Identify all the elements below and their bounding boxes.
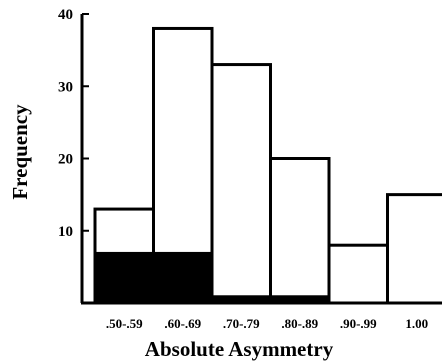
bar-total-5	[386, 193, 442, 305]
y-tick-label-0: 10	[58, 224, 73, 240]
bar-total-3	[269, 157, 331, 305]
bar-total-4	[327, 243, 389, 305]
x-tick-label-3: .80-.89	[281, 316, 318, 331]
x-tick-label-0: .50-.59	[106, 316, 143, 331]
y-ticks-group: 10 20 30 40	[58, 7, 89, 240]
bar-filled-0	[94, 251, 154, 304]
x-tick-label-1: .60-.69	[164, 316, 201, 331]
y-axis-title: Frequency	[8, 104, 32, 200]
x-tick-label-5: 1.00	[405, 316, 428, 331]
filled-bars-group	[94, 251, 330, 304]
bar-total-2	[210, 63, 272, 305]
x-tick-label-4: .90-.99	[340, 316, 377, 331]
y-tick-label-3: 40	[58, 7, 73, 23]
y-tick-label-1: 20	[58, 152, 73, 168]
y-tick-label-2: 30	[58, 79, 73, 95]
x-axis-title: Absolute Asymmetry	[145, 337, 334, 361]
x-tick-labels-group: .50-.59 .60-.69 .70-.79 .80-.89 .90-.99 1.00	[106, 316, 428, 331]
bar-filled-1	[153, 251, 213, 304]
x-tick-label-2: .70-.79	[223, 316, 260, 331]
